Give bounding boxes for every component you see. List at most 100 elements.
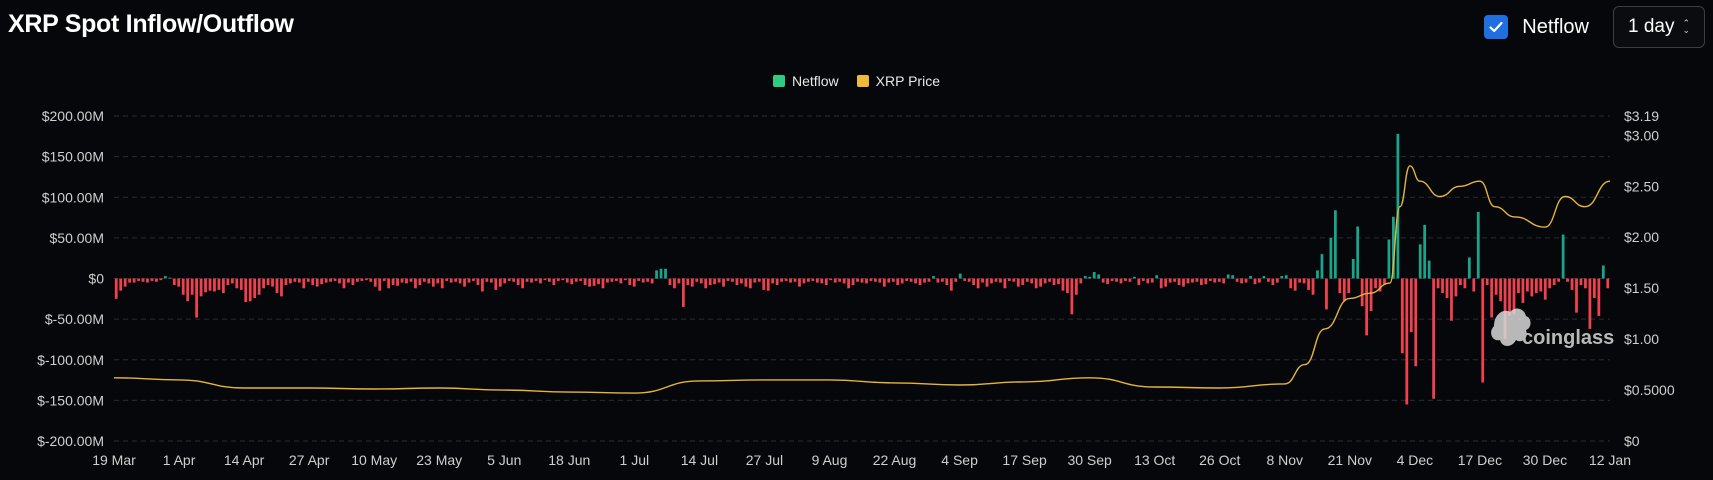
netflow-bar[interactable] [932,276,935,279]
netflow-bar[interactable] [418,278,422,286]
netflow-bar[interactable] [1110,278,1114,281]
netflow-bar[interactable] [378,278,382,291]
netflow-bar[interactable] [1566,278,1569,282]
netflow-bar[interactable] [405,278,408,284]
netflow-bar[interactable] [681,278,685,307]
netflow-bar[interactable] [766,278,770,291]
netflow-bar[interactable] [458,278,462,284]
netflow-bar[interactable] [1039,278,1043,287]
netflow-bar[interactable] [1115,278,1118,282]
netflow-bar[interactable] [936,278,940,283]
netflow-bar[interactable] [619,278,623,284]
netflow-bar[interactable] [293,278,297,282]
netflow-bar[interactable] [1070,278,1074,315]
netflow-bar[interactable] [132,278,136,283]
netflow-bar[interactable] [123,278,127,287]
netflow-bar[interactable] [489,278,493,283]
netflow-bar[interactable] [1155,275,1159,279]
netflow-bar[interactable] [1441,278,1444,294]
netflow-bar[interactable] [1338,278,1342,294]
price-line[interactable] [113,165,1611,394]
netflow-bar[interactable] [1570,278,1574,290]
netflow-bar[interactable] [543,278,547,281]
netflow-bar[interactable] [548,278,551,282]
netflow-bar[interactable] [476,278,480,286]
netflow-bar[interactable] [1351,259,1355,279]
netflow-bar[interactable] [842,278,846,284]
netflow-bar[interactable] [485,278,489,282]
netflow-bar[interactable] [1534,278,1538,294]
netflow-bar[interactable] [347,278,350,283]
netflow-bar[interactable] [1298,278,1302,283]
netflow-bar[interactable] [239,278,243,290]
netflow-bar[interactable] [561,278,565,281]
netflow-bar[interactable] [431,278,435,287]
netflow-bar[interactable] [623,278,627,281]
netflow-bar[interactable] [807,278,810,282]
netflow-bar[interactable] [1280,276,1284,279]
netflow-bar[interactable] [1119,278,1123,284]
netflow-bar[interactable] [856,278,859,282]
netflow-bar[interactable] [217,278,221,290]
netflow-bar[interactable] [673,278,676,289]
netflow-bar[interactable] [1414,278,1418,367]
netflow-bar[interactable] [1007,278,1011,281]
netflow-bar[interactable] [820,278,824,284]
netflow-bar[interactable] [1150,278,1154,283]
netflow-bar[interactable] [1231,275,1235,279]
netflow-bar[interactable] [199,278,203,297]
netflow-bar[interactable] [289,278,292,284]
netflow-bar[interactable] [114,278,118,299]
netflow-bar[interactable] [601,278,605,289]
netflow-bar[interactable] [186,278,190,302]
netflow-bar[interactable] [1244,278,1248,283]
netflow-bar[interactable] [565,278,569,283]
netflow-bar[interactable] [266,278,270,286]
netflow-bar[interactable] [311,278,315,286]
netflow-bar[interactable] [1074,278,1078,295]
netflow-bar[interactable] [963,278,967,281]
netflow-bar[interactable] [181,278,185,295]
netflow-bar[interactable] [1226,274,1230,279]
netflow-bar[interactable] [445,278,449,281]
netflow-bar[interactable] [847,278,850,289]
netflow-bar[interactable] [588,278,591,287]
netflow-bar[interactable] [1177,278,1181,286]
netflow-bar[interactable] [1392,216,1395,279]
netflow-bar[interactable] [1552,278,1556,286]
netflow-bar[interactable] [1472,278,1476,292]
netflow-bar[interactable] [1016,278,1020,287]
netflow-bar[interactable] [1436,278,1440,289]
netflow-bar[interactable] [1548,278,1552,289]
netflow-bar[interactable] [748,278,752,289]
netflow-bar[interactable] [1106,278,1109,285]
netflow-bar[interactable] [1329,237,1333,279]
netflow-bar[interactable] [882,278,886,287]
netflow-bar[interactable] [905,278,909,281]
netflow-bar[interactable] [253,278,257,299]
netflow-bar[interactable] [637,278,641,281]
netflow-bar[interactable] [333,278,337,281]
netflow-bar[interactable] [735,278,739,286]
netflow-bar[interactable] [1003,278,1007,289]
netflow-bar[interactable] [927,278,931,282]
netflow-bar[interactable] [275,278,279,294]
netflow-bar[interactable] [1432,278,1435,399]
netflow-bar[interactable] [409,278,413,282]
netflow-bar[interactable] [512,278,516,282]
netflow-bar[interactable] [1083,276,1087,279]
netflow-bar[interactable] [391,278,395,286]
netflow-bar[interactable] [1133,276,1136,279]
netflow-bar[interactable] [686,278,690,286]
netflow-bar[interactable] [981,278,984,283]
netflow-bar[interactable] [923,278,926,283]
netflow-bar[interactable] [1271,278,1275,286]
netflow-bar[interactable] [119,278,123,291]
netflow-bar[interactable] [1043,278,1047,284]
netflow-bar[interactable] [699,278,703,284]
netflow-bar[interactable] [887,278,891,283]
netflow-bar[interactable] [498,278,502,287]
netflow-bar[interactable] [1485,278,1489,286]
netflow-bar[interactable] [744,278,748,287]
netflow-bar[interactable] [248,278,252,302]
